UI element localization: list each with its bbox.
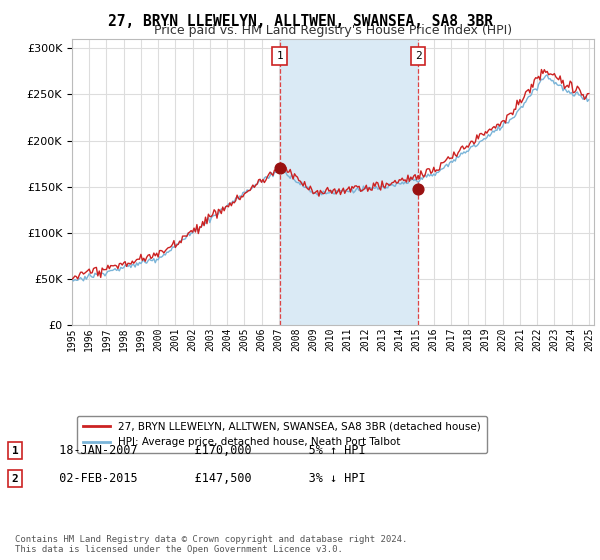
Text: 02-FEB-2015        £147,500        3% ↓ HPI: 02-FEB-2015 £147,500 3% ↓ HPI	[45, 472, 365, 486]
Title: Price paid vs. HM Land Registry's House Price Index (HPI): Price paid vs. HM Land Registry's House …	[154, 24, 512, 36]
Text: 1: 1	[276, 51, 283, 61]
Text: 2: 2	[415, 51, 421, 61]
Bar	[280, 39, 418, 325]
Point	[413, 184, 423, 193]
Legend: 27, BRYN LLEWELYN, ALLTWEN, SWANSEA, SA8 3BR (detached house), HPI: Average pric: 27, BRYN LLEWELYN, ALLTWEN, SWANSEA, SA8…	[77, 416, 487, 454]
Text: 18-JAN-2007        £170,000        5% ↑ HPI: 18-JAN-2007 £170,000 5% ↑ HPI	[45, 444, 365, 458]
Text: Contains HM Land Registry data © Crown copyright and database right 2024.
This d: Contains HM Land Registry data © Crown c…	[15, 535, 407, 554]
Text: 27, BRYN LLEWELYN, ALLTWEN, SWANSEA, SA8 3BR: 27, BRYN LLEWELYN, ALLTWEN, SWANSEA, SA8…	[107, 14, 493, 29]
Text: 1: 1	[11, 446, 19, 456]
Point	[275, 164, 284, 172]
Text: 2: 2	[11, 474, 19, 484]
